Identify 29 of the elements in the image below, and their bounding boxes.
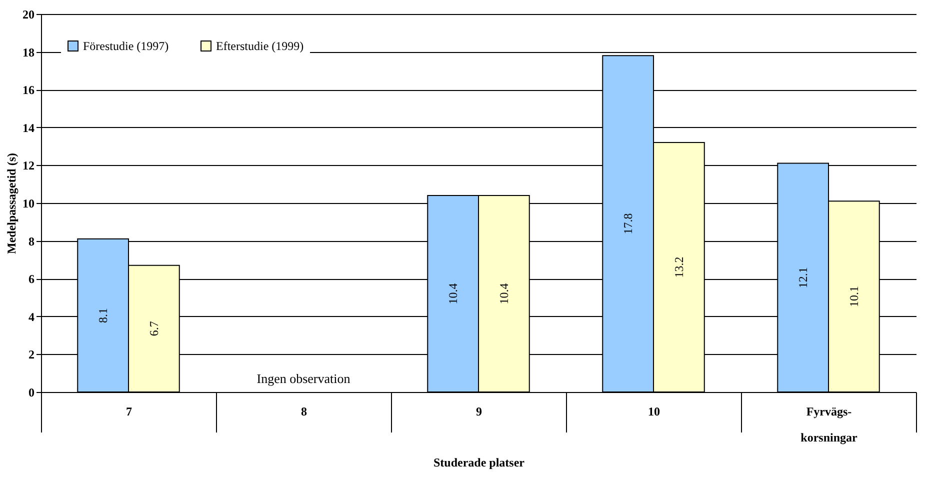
y-tick-label: 0: [28, 386, 34, 400]
data-label: 6.7: [146, 321, 161, 336]
y-tick-label: 18: [22, 45, 34, 60]
x-axis-title: Studerade platser: [434, 456, 526, 470]
x-tick-label: 9: [476, 404, 482, 418]
y-tick-label: 16: [22, 83, 34, 98]
x-tick-label: 7: [126, 404, 132, 418]
legend-label: Efterstudie (1999): [216, 39, 304, 53]
y-tick-label: 12: [22, 158, 34, 173]
legend-label: Förestudie (1997): [83, 39, 169, 53]
x-tick-label: Fyrvägs- korsningar: [800, 404, 858, 444]
y-tick-label: 10: [22, 196, 34, 210]
data-label: 10.4: [446, 283, 460, 304]
data-label: 10.4: [496, 283, 511, 304]
data-label: 12.1: [796, 267, 810, 288]
y-tick-label: 8: [28, 234, 34, 248]
y-tick-label: 4: [28, 310, 34, 324]
data-label: 13.2: [672, 256, 686, 278]
y-axis-title: Medelpassagetid (s): [4, 153, 18, 254]
y-tick-label: 2: [28, 348, 34, 362]
annotation: Ingen observation: [256, 371, 351, 386]
y-tick-label: 6: [28, 272, 34, 286]
data-label: 10.1: [846, 286, 861, 308]
data-label: 8.1: [96, 308, 110, 323]
data-label: 17.8: [621, 213, 636, 234]
y-tick-label: 14: [22, 120, 34, 135]
y-tick-label: 20: [22, 8, 34, 22]
x-tick-label: 10: [648, 404, 660, 418]
x-tick-label: 8: [301, 404, 307, 418]
